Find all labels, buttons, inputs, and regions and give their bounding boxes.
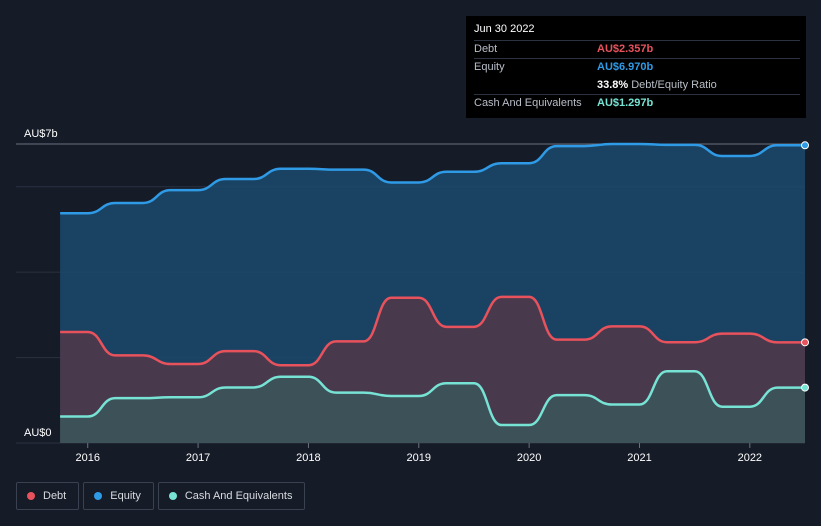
tooltip-row-ratio: 33.8% Debt/Equity Ratio: [474, 76, 800, 94]
y-tick-label: AU$0: [24, 427, 52, 439]
area-cash-and-equivalents: [60, 371, 805, 443]
x-tick-label: 2018: [296, 452, 320, 464]
tooltip-ratio-value: 33.8%: [597, 79, 629, 91]
legend-dot-icon: [27, 492, 35, 500]
line-cash-and-equivalents: [60, 369, 805, 427]
chart-legend: Debt Equity Cash And Equivalents: [16, 482, 306, 510]
tooltip-ratio-label: Debt/Equity Ratio: [631, 79, 717, 91]
marker-equity: [801, 141, 809, 150]
x-tick-label: 2017: [186, 452, 210, 464]
legend-label: Equity: [110, 490, 141, 502]
axis-ticks: 2016 2017 2018 2019 2020 2021 2022 AU$7b AU$0: [24, 128, 762, 464]
x-tick-label: 2019: [407, 452, 431, 464]
marker-cash-and-equivalents: [801, 383, 809, 392]
tooltip-cash-value: AU$1.297b: [597, 97, 654, 109]
end-markers: [801, 141, 809, 392]
x-tick-label: 2016: [75, 452, 99, 464]
series-areas: [60, 144, 805, 443]
data-tooltip: Jun 30 2022 Debt AU$2.357b Equity AU$6.9…: [466, 16, 806, 118]
tooltip-debt-label: Debt: [474, 43, 498, 55]
tooltip-row-debt: Debt AU$2.357b: [474, 40, 800, 58]
tooltip-debt-value: AU$2.357b: [597, 43, 654, 55]
line-equity: [60, 142, 805, 215]
legend-item-equity[interactable]: Equity: [83, 482, 154, 510]
line-debt: [60, 295, 805, 367]
tooltip-row-equity: Equity AU$6.970b: [474, 58, 800, 76]
tooltip-equity-value: AU$6.970b: [597, 61, 654, 73]
legend-dot-icon: [94, 492, 103, 500]
tooltip-row-cash: Cash And Equivalents AU$1.297b: [474, 94, 800, 112]
legend-dot-icon: [168, 492, 177, 500]
legend-item-debt[interactable]: Debt: [16, 482, 80, 510]
legend-label: Cash And Equivalents: [184, 490, 293, 502]
legend-item-cash[interactable]: Cash And Equivalents: [157, 482, 306, 510]
tooltip-cash-label: Cash And Equivalents: [474, 97, 582, 109]
x-tick-label: 2022: [738, 452, 762, 464]
legend-label: Debt: [43, 490, 67, 502]
x-tick-label: 2020: [517, 452, 541, 464]
tooltip-date: Jun 30 2022: [474, 23, 535, 35]
series-lines: [60, 142, 805, 427]
tooltip-equity-label: Equity: [474, 61, 505, 73]
marker-debt: [801, 338, 809, 347]
x-tick-label: 2021: [627, 452, 651, 464]
y-tick-label: AU$7b: [24, 128, 58, 140]
